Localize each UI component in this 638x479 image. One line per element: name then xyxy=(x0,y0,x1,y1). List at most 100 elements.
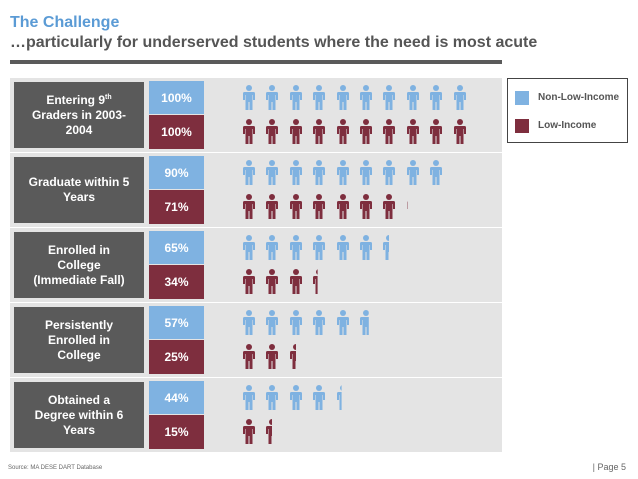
icon-row-non-low-income xyxy=(242,381,502,415)
person-icon xyxy=(336,310,349,335)
category-label-superscript: th xyxy=(105,93,112,101)
data-label-low-income: 71% xyxy=(149,190,204,224)
person-icon xyxy=(243,160,255,185)
category-label: Enrolled in College (Immediate Fall) xyxy=(14,232,144,298)
data-label-non-low-income: 44% xyxy=(149,381,204,414)
data-label-low-income: 100% xyxy=(149,115,204,149)
person-icon xyxy=(266,269,279,294)
page-number: | Page 5 xyxy=(592,462,626,472)
person-icon xyxy=(289,194,302,219)
person-icon xyxy=(383,85,396,110)
icon-row-non-low-income xyxy=(242,306,502,340)
icon-row-non-low-income xyxy=(242,231,502,265)
person-icon xyxy=(266,344,279,369)
person-icon xyxy=(266,160,279,185)
person-icon-partial xyxy=(360,310,369,335)
category-group: Enrolled in College (Immediate Fall) 65% 3… xyxy=(10,228,502,302)
category-label-text: Graduate within 5 Years xyxy=(28,175,130,204)
person-icon xyxy=(313,119,326,144)
category-label-text: Persistently Enrolled in College xyxy=(44,317,114,362)
category-label: Graduate within 5 Years xyxy=(14,157,144,223)
person-icon xyxy=(336,160,349,185)
person-icon-partial xyxy=(383,235,390,260)
source-note: Source: MA DESE DART Database xyxy=(8,465,103,471)
legend-label-low-income: Low-Income xyxy=(538,120,597,131)
person-icon xyxy=(430,85,443,110)
person-icon xyxy=(243,310,255,335)
category-group: Entering 9th Graders in 2003-2004 100% 100… xyxy=(10,78,502,152)
legend: Non-Low-Income Low-Income xyxy=(507,78,628,143)
person-icon-partial xyxy=(266,419,273,444)
category-label-rest: Graders in 2003-2004 xyxy=(31,107,127,137)
person-icon xyxy=(243,119,255,144)
person-icon-partial xyxy=(313,269,318,294)
person-icon xyxy=(266,119,279,144)
person-icon xyxy=(360,85,372,110)
category-label-text: Entering 9 xyxy=(46,92,106,107)
person-icon xyxy=(336,119,349,144)
person-icon-partial xyxy=(289,344,296,369)
person-icon xyxy=(430,119,443,144)
category-group: Persistently Enrolled in College 57% 25% xyxy=(10,303,502,377)
person-icon xyxy=(266,310,279,335)
data-label-low-income: 34% xyxy=(149,265,204,299)
person-icon xyxy=(243,235,255,260)
person-icon xyxy=(289,385,302,410)
person-icon xyxy=(313,385,326,410)
person-icon xyxy=(336,85,349,110)
person-icon xyxy=(243,344,255,369)
data-label-low-income: 25% xyxy=(149,340,204,374)
person-icon-partial xyxy=(336,385,342,410)
data-label-non-low-income: 65% xyxy=(149,231,204,264)
person-icon xyxy=(243,385,255,410)
person-icon xyxy=(289,269,302,294)
legend-label-non-low-income: Non-Low-Income xyxy=(538,92,620,103)
person-icon xyxy=(243,194,255,219)
icon-row-low-income xyxy=(242,415,502,449)
data-label-non-low-income: 100% xyxy=(149,81,204,114)
person-icon xyxy=(313,194,326,219)
category-label: Persistently Enrolled in College xyxy=(14,307,144,373)
person-icon xyxy=(313,85,326,110)
person-icon xyxy=(243,269,255,294)
person-icon xyxy=(289,310,302,335)
person-icon xyxy=(406,85,419,110)
person-icon-partial xyxy=(406,201,408,209)
person-icon xyxy=(266,85,279,110)
data-label-non-low-income: 90% xyxy=(149,156,204,189)
icon-row-non-low-income xyxy=(242,156,502,190)
person-icon xyxy=(313,160,326,185)
icon-row-low-income xyxy=(242,190,502,224)
category-label-text: Enrolled in College (Immediate Fall) xyxy=(33,242,125,287)
title-divider xyxy=(10,60,502,64)
person-icon xyxy=(383,194,396,219)
person-icon xyxy=(360,119,372,144)
person-icon xyxy=(336,194,349,219)
category-label: Entering 9th Graders in 2003-2004 xyxy=(14,82,144,148)
person-icon xyxy=(383,119,396,144)
person-icon xyxy=(383,160,396,185)
person-icon xyxy=(430,160,443,185)
person-icon xyxy=(360,160,372,185)
person-icon xyxy=(289,85,302,110)
person-icon xyxy=(453,119,466,144)
person-icon xyxy=(266,235,279,260)
data-label-low-income: 15% xyxy=(149,415,204,449)
page-title: The Challenge xyxy=(10,14,120,31)
icon-row-low-income xyxy=(242,115,502,149)
person-icon xyxy=(243,419,255,444)
person-icon xyxy=(336,235,349,260)
category-group: Graduate within 5 Years 90% 71% xyxy=(10,153,502,227)
data-label-non-low-income: 57% xyxy=(149,306,204,339)
legend-swatch-non-low-income xyxy=(515,91,529,105)
person-icon xyxy=(406,119,419,144)
icon-row-low-income xyxy=(242,265,502,299)
person-icon xyxy=(266,194,279,219)
icon-row-non-low-income xyxy=(242,81,502,115)
person-icon xyxy=(406,160,419,185)
person-icon xyxy=(289,160,302,185)
person-icon xyxy=(453,85,466,110)
category-group: Obtained a Degree within 6 Years 44% 15% xyxy=(10,378,502,452)
person-icon xyxy=(360,194,372,219)
person-icon xyxy=(313,310,326,335)
